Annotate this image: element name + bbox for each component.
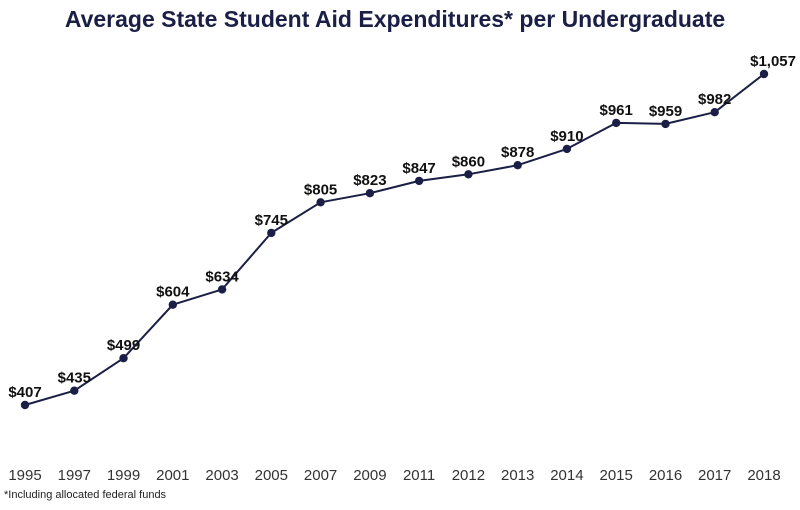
x-tick-label: 2003 — [205, 467, 238, 484]
data-label: $1,057 — [750, 53, 796, 70]
data-label: $805 — [304, 181, 337, 198]
x-axis: 1995 1997 1999 2001 2003 2005 2007 2009 2011 2012… — [8, 467, 780, 484]
data-label: $407 — [8, 384, 41, 401]
x-tick-label: 2013 — [501, 467, 534, 484]
data-point — [119, 354, 128, 363]
x-tick-label: 2016 — [649, 467, 682, 484]
data-point — [168, 300, 177, 309]
data-label: $634 — [205, 268, 239, 285]
data-point — [365, 189, 375, 198]
data-label: $961 — [600, 102, 633, 119]
chart-title: Average State Student Aid Expenditures* … — [64, 6, 726, 32]
data-point — [217, 285, 227, 294]
data-point — [267, 228, 276, 238]
data-point — [759, 69, 769, 79]
data-point — [710, 108, 719, 117]
x-tick-label: 2018 — [747, 467, 780, 484]
data-point — [464, 170, 473, 179]
x-tick-label: 2007 — [304, 467, 337, 484]
data-point — [612, 118, 621, 128]
x-tick-label: 1997 — [58, 467, 91, 484]
data-label: $860 — [452, 153, 485, 170]
data-label: $878 — [501, 144, 534, 161]
data-label: $435 — [58, 370, 91, 387]
x-tick-label: 1995 — [8, 467, 41, 484]
data-label: $847 — [402, 160, 435, 177]
data-point — [316, 198, 325, 207]
series-line — [24, 73, 765, 406]
data-label: $499 — [107, 337, 140, 354]
data-label: $959 — [649, 103, 682, 120]
data-point — [70, 386, 79, 395]
footnote: *Including allocated federal funds — [4, 489, 167, 501]
data-point — [513, 161, 522, 170]
x-tick-label: 2009 — [353, 467, 386, 484]
x-tick-label: 2005 — [255, 467, 288, 484]
x-tick-label: 2015 — [600, 467, 633, 484]
data-label-layer: $407 $435 $499 $604 $634 $745 $805 $823 $847 $860… — [8, 53, 796, 401]
x-tick-label: 2014 — [550, 467, 583, 484]
data-label: $982 — [698, 91, 731, 108]
data-label: $604 — [156, 284, 190, 301]
data-label: $745 — [255, 212, 288, 229]
x-tick-label: 2011 — [403, 467, 435, 484]
data-point — [20, 400, 30, 410]
x-tick-label: 2017 — [698, 467, 731, 484]
data-point — [414, 176, 424, 186]
data-label: $910 — [550, 128, 583, 145]
x-tick-label: 2001 — [156, 467, 189, 484]
x-tick-label: 2012 — [452, 467, 485, 484]
data-point-layer — [20, 69, 769, 410]
series-line-layer — [24, 73, 765, 406]
x-tick-label: 1999 — [107, 467, 140, 484]
data-point — [661, 119, 670, 129]
data-label: $823 — [353, 172, 386, 189]
data-point — [562, 144, 572, 154]
